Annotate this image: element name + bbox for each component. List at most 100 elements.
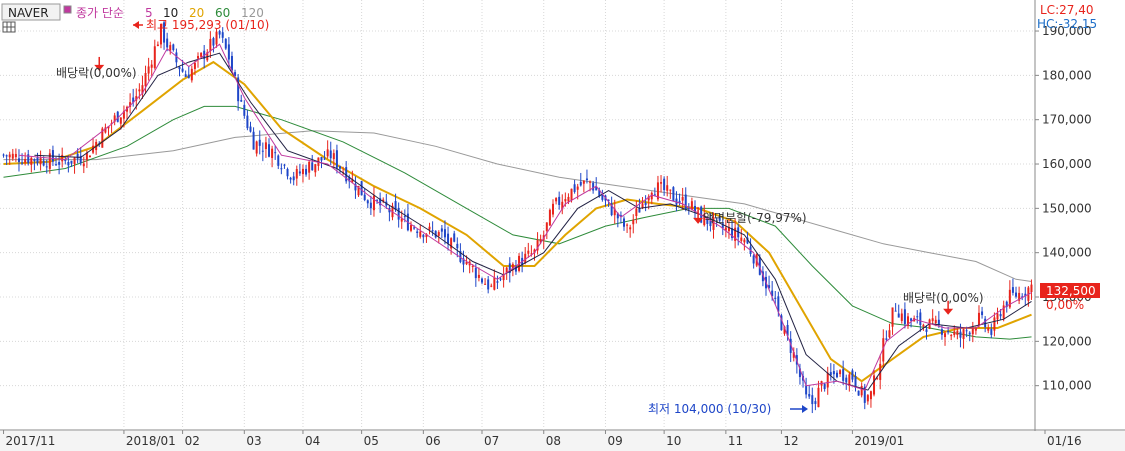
ma-settings-icon[interactable]: [63, 5, 72, 14]
candle-body: [684, 194, 687, 210]
candle-body: [758, 257, 761, 275]
candle-body: [805, 385, 808, 395]
y-tick-label: 140,000: [1042, 246, 1092, 260]
candle-body: [987, 327, 990, 331]
candle-body: [465, 261, 468, 265]
candle-body: [342, 171, 345, 173]
candle-body: [681, 196, 684, 201]
candle-body: [1030, 284, 1033, 293]
candle-body: [224, 38, 227, 49]
candle-body: [301, 168, 304, 175]
candle-body: [163, 22, 166, 43]
candle-body: [860, 385, 863, 396]
candle-body: [774, 297, 777, 299]
candle-body: [264, 142, 267, 150]
x-tick-label: 10: [666, 434, 681, 448]
ma-legend-item: 20: [189, 6, 204, 20]
candle-body: [360, 181, 363, 196]
candle-body: [589, 181, 592, 183]
candle-body: [243, 104, 246, 116]
candle-body: [218, 30, 221, 35]
ma60-path: [3, 105, 1032, 340]
candle-body: [718, 216, 721, 221]
y-tick-label: 190,000: [1042, 24, 1092, 38]
candle-body: [826, 372, 829, 388]
candle-body: [721, 223, 724, 229]
candle-body: [533, 249, 536, 254]
candle-body: [613, 209, 616, 216]
candle-body: [1005, 301, 1008, 307]
event-marker-icon: [943, 308, 954, 315]
candle-body: [122, 110, 125, 119]
candle-body: [237, 77, 240, 102]
candle-body: [712, 217, 715, 230]
candle-body: [403, 216, 406, 218]
candle-body: [172, 44, 175, 51]
candle-body: [511, 264, 514, 269]
candle-body: [141, 85, 144, 94]
x-tick-label: 03: [246, 434, 261, 448]
candle-body: [295, 169, 298, 179]
candle-body: [193, 62, 196, 69]
candle-body: [70, 160, 73, 164]
candle-body: [835, 372, 838, 378]
candle-body: [592, 182, 595, 191]
candle-body: [940, 329, 943, 335]
candle-body: [851, 370, 854, 380]
candle-body: [11, 153, 14, 159]
x-tick-label: 06: [425, 434, 440, 448]
candle-body: [934, 319, 937, 324]
candle-body: [36, 157, 39, 164]
candle-body: [959, 331, 962, 338]
candle-body: [76, 153, 79, 159]
dividend-label-2: 배당락(0,00%): [903, 291, 984, 305]
y-tick-label: 160,000: [1042, 157, 1092, 171]
candle-body: [187, 74, 190, 79]
candle-body: [823, 383, 826, 389]
candle-body: [693, 205, 696, 212]
x-tick-label: 11: [728, 434, 743, 448]
grid-toggle-icon[interactable]: [2, 21, 16, 33]
candle-body: [789, 338, 792, 353]
candle-body: [335, 150, 338, 168]
low-annotation: 최저 104,000 (10/30): [648, 402, 808, 416]
candle-body: [777, 296, 780, 312]
candle-body: [666, 185, 669, 191]
candle-body: [79, 155, 82, 163]
candle-body: [169, 45, 172, 51]
price-badge: [1040, 283, 1100, 298]
candle-body: [64, 159, 67, 161]
y-tick-label: 110,000: [1042, 379, 1092, 393]
candle-body: [906, 316, 909, 326]
candle-body: [619, 215, 622, 217]
candle-body: [829, 372, 832, 376]
candle-body: [607, 199, 610, 202]
candle-body: [616, 213, 619, 219]
candle-body: [965, 330, 968, 332]
candle-body: [993, 317, 996, 331]
candle-body: [539, 238, 542, 243]
candle-body: [184, 74, 187, 77]
candle-body: [956, 330, 959, 336]
candle-body: [42, 160, 45, 166]
candle-body: [462, 258, 465, 265]
candle-body: [215, 31, 218, 45]
candle-body: [626, 224, 629, 226]
candle-body: [981, 311, 984, 316]
candle-body: [422, 234, 425, 238]
candle-body: [209, 38, 212, 52]
candle-body: [731, 228, 734, 238]
ma10-path: [34, 52, 1032, 391]
candle-body: [894, 310, 897, 312]
y-axis: 110,000120,000130,000140,000150,000160,0…: [1035, 24, 1092, 393]
candle-body: [548, 209, 551, 226]
candle-body: [366, 200, 369, 204]
candle-body: [505, 267, 508, 273]
candle-body: [24, 158, 27, 163]
symbol-box[interactable]: [1, 3, 61, 21]
ma10-line: [34, 52, 1032, 391]
candle-body: [314, 164, 317, 173]
candle-body: [493, 277, 496, 290]
candle-body: [21, 162, 24, 164]
candle-body: [382, 199, 385, 202]
